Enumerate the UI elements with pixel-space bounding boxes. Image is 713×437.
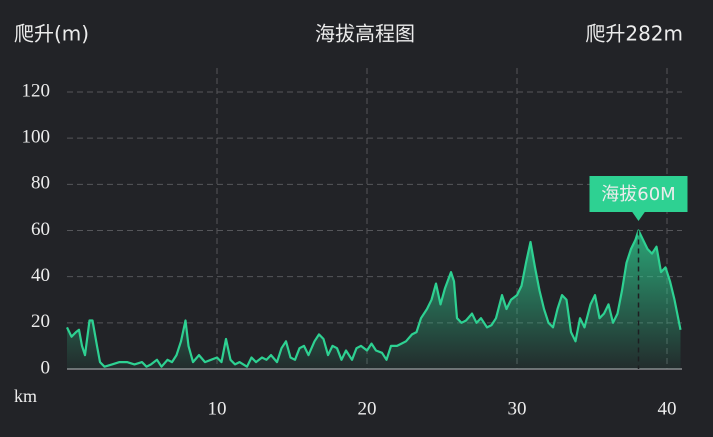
x-tick-label: 10: [208, 398, 227, 419]
x-tick-label: 40: [658, 398, 677, 419]
y-tick-label: 100: [22, 127, 51, 148]
y-axis-label: 爬升(m): [14, 22, 89, 46]
y-tick-label: 20: [31, 311, 50, 332]
y-tick-label: 40: [31, 265, 50, 286]
tooltip-box: [589, 176, 688, 212]
x-tick-label: 20: [358, 398, 377, 419]
y-tick-label: 80: [31, 173, 50, 194]
x-tick-label: 30: [508, 398, 527, 419]
annotation: 海拔60M: [601, 184, 675, 205]
chart-title: 海拔高程图: [315, 22, 415, 46]
line: [66, 229, 682, 368]
y-tick-label: 60: [31, 219, 50, 240]
y-tick-label: 120: [22, 80, 51, 101]
area: [67, 230, 681, 369]
y-tick-label: 0: [41, 357, 51, 378]
x-axis-label: km: [14, 386, 37, 406]
summary: 爬升282m: [585, 22, 683, 46]
tooltip-pointer: [631, 211, 646, 221]
